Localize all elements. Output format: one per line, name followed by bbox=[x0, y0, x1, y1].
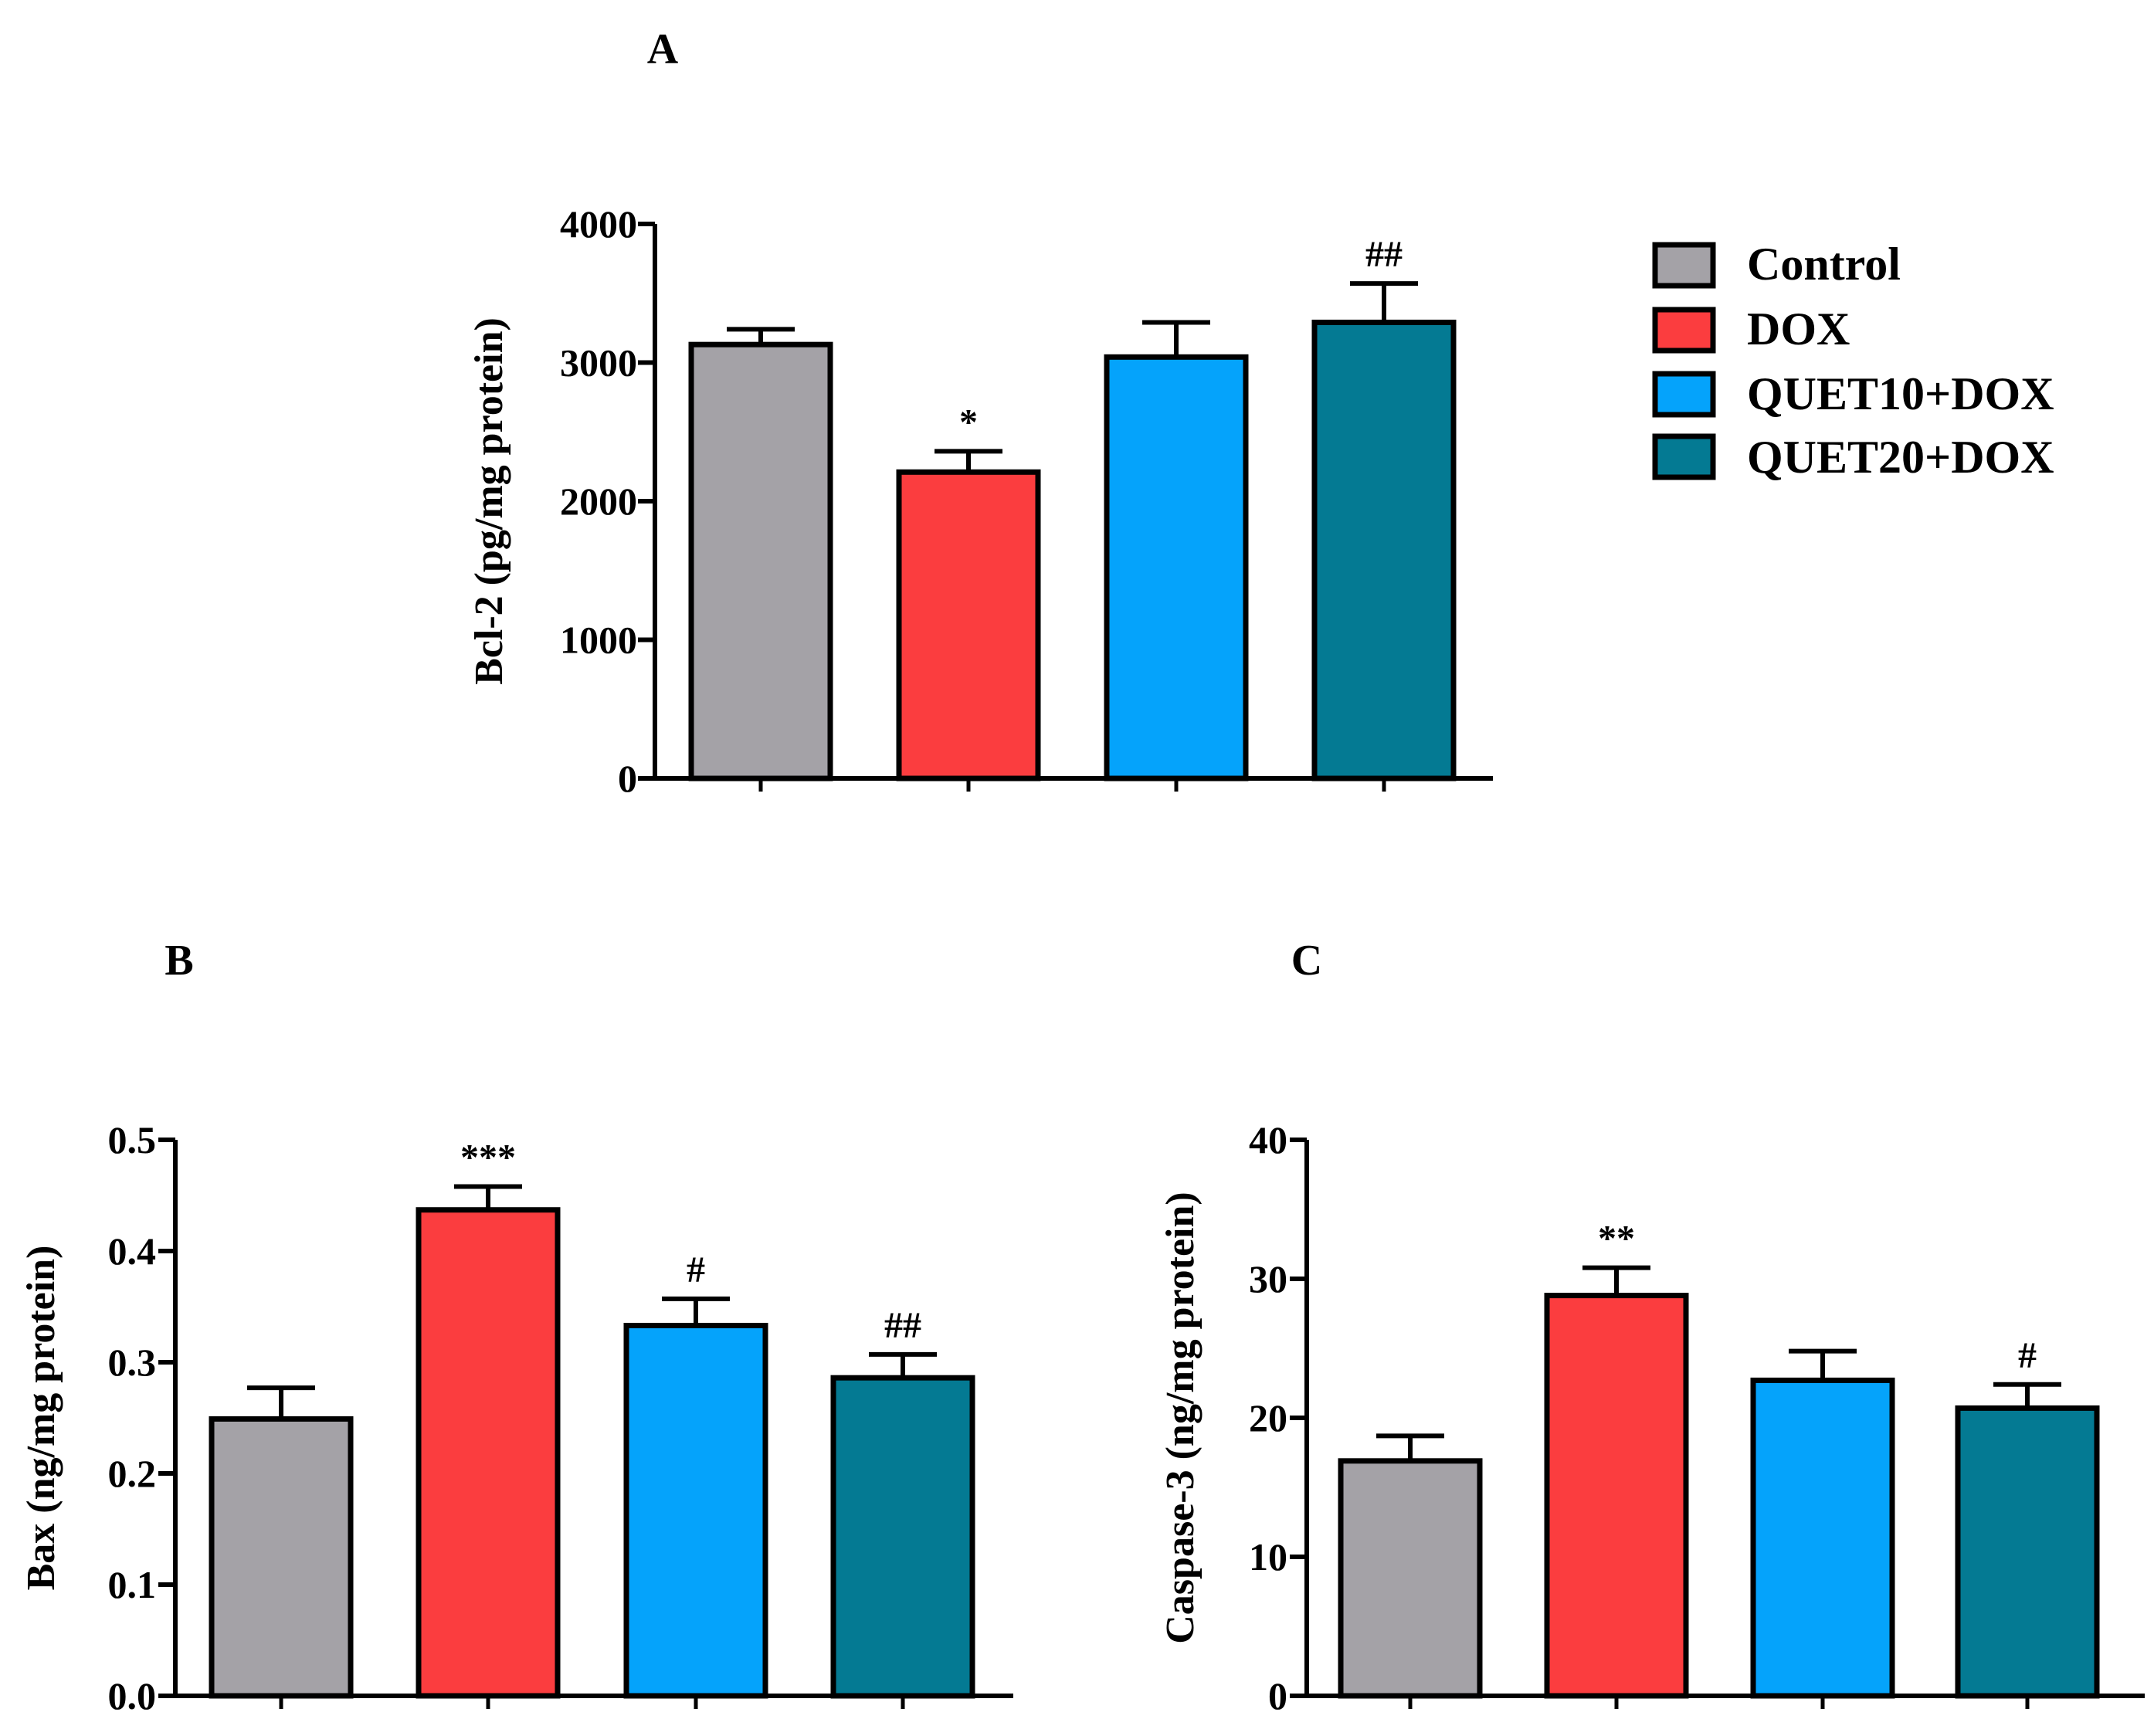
legend-label-quet20-dox: QUET20+DOX bbox=[1747, 432, 2054, 483]
y-tick-label-a-2: 2000 bbox=[560, 480, 637, 523]
bar-b-quet10-dox bbox=[623, 1322, 768, 1699]
panel-title-c: C bbox=[1291, 937, 1322, 985]
significance-b-dox: *** bbox=[460, 1137, 516, 1178]
significance-a-quet20-dox: ## bbox=[1365, 234, 1403, 275]
bar-a-control bbox=[688, 341, 833, 782]
legend-label-dox: DOX bbox=[1747, 303, 1850, 354]
legend-label-control: Control bbox=[1747, 239, 1901, 290]
significance-c-dox: ** bbox=[1598, 1219, 1635, 1260]
significance-a-dox: * bbox=[959, 402, 978, 442]
y-tick-label-c-2: 20 bbox=[1249, 1396, 1287, 1439]
y-tick-label-b-2: 0.2 bbox=[108, 1452, 157, 1495]
panel-title-a: A bbox=[647, 25, 679, 73]
significance-b-quet10-dox: # bbox=[687, 1249, 705, 1290]
bar-a-quet20-dox bbox=[1311, 319, 1457, 782]
significance-c-quet20-dox: # bbox=[2018, 1335, 2037, 1376]
y-tick-label-a-0: 0 bbox=[618, 757, 637, 800]
bar-c-dox bbox=[1544, 1293, 1689, 1699]
y-tick-label-b-3: 0.3 bbox=[108, 1341, 157, 1384]
legend-swatch-control bbox=[1652, 242, 1716, 289]
significance-b-quet20-dox: ## bbox=[884, 1305, 921, 1346]
panel-a: A * ## 0 1000 2000 3000 4000 Bcl-2 (pg/mg protei… bbox=[467, 25, 1493, 800]
bar-b-control bbox=[209, 1416, 354, 1699]
bar-c-quet10-dox bbox=[1750, 1377, 1895, 1699]
y-tick-label-b-0: 0.0 bbox=[108, 1674, 157, 1717]
legend: Control DOX QUET10+DOX QUET20+DOX bbox=[1652, 239, 2054, 483]
legend-label-quet10-dox: QUET10+DOX bbox=[1747, 368, 2054, 419]
y-tick-label-b-5: 0.5 bbox=[108, 1118, 157, 1161]
y-axis-title-a: Bcl-2 (pg/mg protein) bbox=[467, 317, 511, 685]
y-tick-label-b-4: 0.4 bbox=[108, 1229, 157, 1273]
legend-swatch-quet10-dox bbox=[1652, 371, 1716, 418]
y-tick-label-b-1: 0.1 bbox=[108, 1563, 157, 1606]
bar-b-quet20-dox bbox=[830, 1375, 975, 1699]
y-tick-label-a-4: 4000 bbox=[560, 202, 637, 246]
y-tick-label-c-4: 40 bbox=[1249, 1118, 1287, 1161]
panel-title-b: B bbox=[165, 937, 193, 985]
y-tick-label-c-1: 10 bbox=[1249, 1535, 1287, 1578]
y-tick-label-a-3: 3000 bbox=[560, 341, 637, 385]
bar-c-control bbox=[1338, 1458, 1483, 1699]
legend-swatch-quet20-dox bbox=[1652, 433, 1716, 480]
legend-swatch-dox bbox=[1652, 307, 1716, 354]
bar-c-quet20-dox bbox=[1955, 1405, 2100, 1699]
y-axis-title-b: Bax (ng/mg protein) bbox=[19, 1246, 63, 1591]
bar-a-dox bbox=[896, 469, 1041, 782]
y-tick-label-a-1: 1000 bbox=[560, 619, 637, 662]
y-axis-title-c: Caspase-3 (ng/mg protein) bbox=[1158, 1192, 1203, 1643]
bar-b-dox bbox=[416, 1207, 561, 1699]
y-tick-label-c-3: 30 bbox=[1249, 1257, 1287, 1300]
bar-a-quet10-dox bbox=[1104, 354, 1249, 782]
panel-c: C ** #0 10 20 30 40 Caspase-3 (ng/mg protein) bbox=[1158, 937, 2145, 1717]
y-tick-label-c-0: 0 bbox=[1268, 1674, 1287, 1717]
